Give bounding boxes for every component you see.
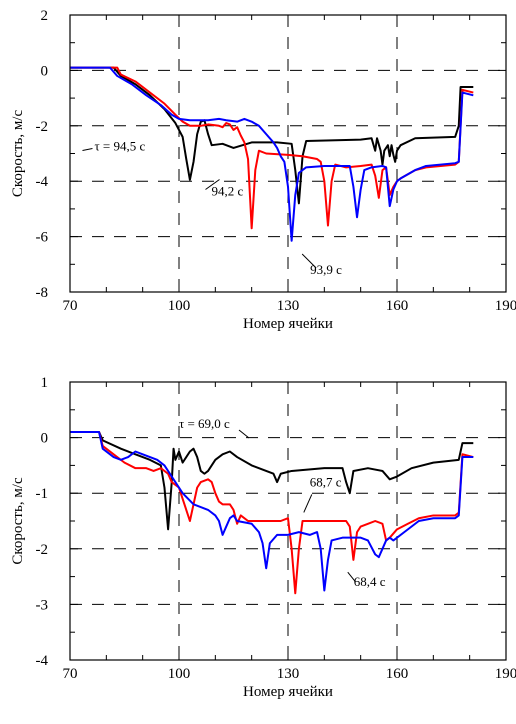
series-line-1 <box>70 66 474 230</box>
y-tick-label: -4 <box>36 653 49 669</box>
tick-marks <box>69 14 507 293</box>
tick-labels: 70 100 130 160 190 1 0 -1 -2 -3 -4 <box>36 375 516 682</box>
x-tick-label: 160 <box>386 666 409 682</box>
grid-lines <box>70 15 506 292</box>
y-tick-label: 0 <box>41 63 49 79</box>
y-tick-label: -3 <box>36 597 49 613</box>
series-group <box>70 431 474 595</box>
x-tick-label: 130 <box>277 666 300 682</box>
annotation-label: 68,4 с <box>354 574 386 589</box>
x-tick-label: 70 <box>63 666 78 682</box>
chart-bottom: 70 100 130 160 190 1 0 -1 -2 -3 -4 Номер ячейки Ск… <box>10 375 516 700</box>
annotation-leader <box>301 253 317 269</box>
y-tick-label: -6 <box>36 230 49 246</box>
y-axis-title: Скорость, м/с <box>10 477 26 565</box>
annotation-leader <box>205 179 220 190</box>
y-tick-label: 0 <box>41 431 49 447</box>
annotation-leader <box>238 429 250 439</box>
series-line-2 <box>70 66 474 242</box>
y-tick-label: 1 <box>41 375 49 391</box>
y-axis-title: Скорость, м/с <box>10 110 26 198</box>
x-axis-title: Номер ячейки <box>243 684 333 700</box>
y-tick-label: -8 <box>36 285 49 301</box>
annotation-leader <box>303 494 313 513</box>
x-tick-label: 130 <box>277 298 300 314</box>
y-tick-label: -2 <box>36 542 49 558</box>
x-tick-label: 70 <box>63 298 78 314</box>
annotation-leader <box>347 571 357 583</box>
x-tick-label: 100 <box>168 298 191 314</box>
y-tick-label: -1 <box>36 486 49 502</box>
annotation-label: τ = 69,0 с <box>179 416 230 431</box>
annotation-label: 93,9 с <box>310 262 342 277</box>
y-tick-label: -4 <box>36 174 49 190</box>
annotation-label: τ = 94,5 с <box>94 139 145 154</box>
annotation-label: 68,7 с <box>310 474 342 489</box>
series-line-0 <box>70 431 474 531</box>
x-tick-label: 190 <box>495 298 516 314</box>
series-line-0 <box>70 66 474 205</box>
grid-lines <box>70 382 506 660</box>
tick-labels: 70 100 130 160 190 2 0 -2 -4 -6 -8 <box>36 8 516 314</box>
y-tick-label: 2 <box>41 8 49 24</box>
series-line-2 <box>70 431 474 592</box>
x-tick-label: 190 <box>495 666 516 682</box>
x-tick-label: 100 <box>168 666 191 682</box>
tick-marks <box>69 381 507 661</box>
chart-top: 70 100 130 160 190 2 0 -2 -4 -6 -8 Номер ячейки Ск… <box>10 8 516 332</box>
y-tick-label: -2 <box>36 119 49 135</box>
annotation-label: 94,2 с <box>212 184 244 199</box>
series-group <box>70 66 474 242</box>
annotation-leader <box>82 148 93 151</box>
annotations: τ = 69,0 с 68,7 с 68,4 с <box>179 416 386 589</box>
annotations: τ = 94,5 с 94,2 с 93,9 с <box>82 139 342 277</box>
x-axis-title: Номер ячейки <box>243 316 333 332</box>
x-tick-label: 160 <box>386 298 409 314</box>
